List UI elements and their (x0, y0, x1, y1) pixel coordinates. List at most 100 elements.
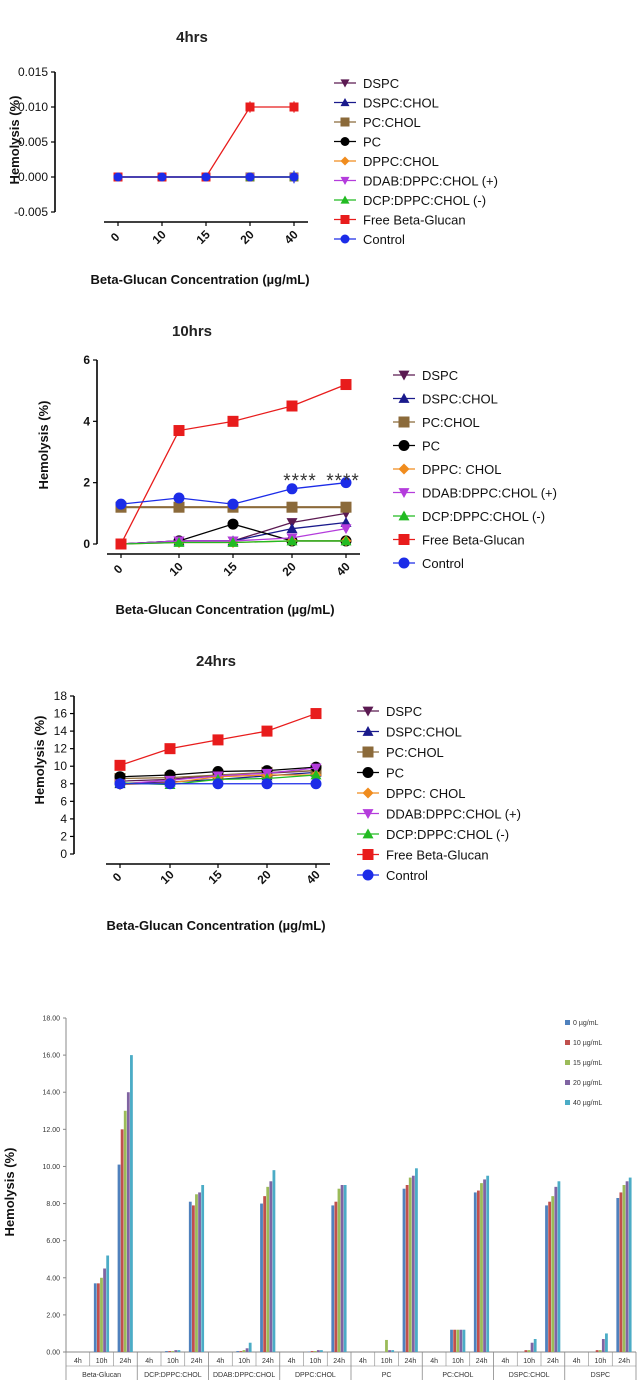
legend-item: DCP:DPPC:CHOL (-) (357, 827, 509, 842)
legend-label: DPPC:CHOL (363, 154, 439, 169)
bar (628, 1177, 632, 1352)
data-point (261, 725, 273, 737)
bar (245, 1348, 249, 1352)
bar (310, 1351, 314, 1352)
x-axis-label: Beta-Glucan Concentration (µg/mL) (90, 272, 309, 287)
data-point (286, 501, 298, 513)
y-tick-label: 2 (60, 829, 67, 843)
y-tick-label: 16.00 (42, 1053, 60, 1060)
y-tick-label: 0.005 (18, 135, 48, 149)
legend-label: DPPC: CHOL (386, 786, 465, 801)
bar (331, 1205, 335, 1352)
group-label: DSPC:CHOL (509, 1372, 550, 1379)
legend-item: DDAB:DPPC:CHOL (+) (393, 486, 557, 501)
bar (340, 1185, 344, 1352)
x-tick-label: 0 (110, 870, 125, 885)
chart-title: 10hrs (172, 323, 212, 340)
bar (601, 1339, 605, 1352)
legend-item: DSPC (334, 76, 399, 91)
y-tick-label: 0.000 (18, 170, 48, 184)
legend-item: DPPC: CHOL (393, 462, 501, 477)
group-label: DDAB:DPPC:CHOL (213, 1372, 275, 1379)
group-label: DSPC (591, 1372, 610, 1379)
bar (411, 1175, 415, 1352)
legend-item: PC:CHOL (393, 415, 480, 430)
bar (486, 1175, 490, 1352)
bar (100, 1277, 103, 1352)
time-label: 10h (452, 1358, 464, 1365)
bar (533, 1339, 537, 1352)
legend-marker (398, 463, 410, 475)
data-point (212, 778, 224, 790)
data-point (286, 483, 298, 495)
legend-label: DCP:DPPC:CHOL (-) (422, 509, 545, 524)
time-label: 24h (476, 1358, 488, 1365)
legend: 0 µg/mL 10 µg/mL 15 µg/mL 20 µg/mL 40 µg/mL (565, 1020, 602, 1107)
legend-label: Free Beta-Glucan (386, 848, 489, 863)
plot-area: 0.00 2.00 4.00 6.00 8.00 10.00 12.00 14.00 16.00… (42, 1016, 637, 1380)
legend-item: DSPC (393, 368, 458, 383)
bar (405, 1185, 409, 1352)
bar (415, 1168, 418, 1352)
y-tick-label: 2 (83, 476, 90, 490)
legend-label: PC (386, 766, 404, 781)
data-point (286, 523, 298, 534)
y-tick-label: 16 (54, 707, 68, 721)
legend-label: DDAB:DPPC:CHOL (+) (386, 807, 521, 822)
bar (595, 1350, 599, 1352)
bar (337, 1188, 341, 1352)
bar (527, 1350, 531, 1352)
y-tick-label: 12 (54, 742, 68, 756)
bar (476, 1190, 480, 1352)
time-label: 24h (262, 1358, 274, 1365)
bar (177, 1350, 181, 1352)
legend-item: PC (357, 766, 404, 781)
legend-marker (398, 416, 410, 428)
group-label: Beta-Glucan (82, 1372, 121, 1379)
x-tick-label: 15 (220, 559, 240, 579)
bar (545, 1205, 548, 1352)
plot-area: 0.015 0.010 0.005 0.000 -0.005 0 10 15 20 40 (14, 65, 308, 247)
legend-item: PC (393, 439, 440, 454)
legend-label: 40 µg/mL (573, 1100, 602, 1107)
series-8 (113, 170, 299, 184)
y-axis-label: Hemolysis (%) (32, 716, 47, 805)
y-tick-label: 6 (60, 794, 67, 808)
data-point (201, 172, 211, 182)
x-tick-label: 40 (303, 867, 323, 887)
data-point (115, 538, 127, 550)
legend-label: PC:CHOL (363, 115, 421, 130)
bar (391, 1350, 395, 1352)
bar (388, 1350, 391, 1352)
series-8 (115, 477, 352, 510)
legend-label: Free Beta-Glucan (363, 213, 466, 228)
data-point (173, 536, 185, 547)
legend: DSPC DSPC:CHOL PC:CHOL PC DPPC: CHOL DDAB:DPP… (393, 368, 557, 571)
bar (198, 1192, 201, 1352)
bar (195, 1194, 198, 1352)
chart-4hrs: 4hrs 0.015 0.010 0.005 0.000 -0.005 0 10 15 20 40… (7, 29, 498, 287)
legend-swatch (565, 1080, 570, 1085)
legend-label: Control (363, 232, 405, 247)
bar (120, 1129, 124, 1352)
bar (130, 1055, 133, 1352)
y-tick-label: 8.00 (46, 1201, 60, 1208)
legend-label: PC:CHOL (422, 415, 480, 430)
data-point (310, 763, 322, 774)
data-point (340, 477, 352, 489)
data-point (164, 778, 176, 790)
x-tick-label: 10 (166, 559, 186, 579)
time-label: 10h (96, 1358, 108, 1365)
legend-marker (340, 195, 350, 204)
time-label: 10h (595, 1358, 607, 1365)
legend-marker (362, 706, 374, 717)
legend-item: DPPC: CHOL (357, 786, 465, 801)
data-point (340, 535, 352, 546)
legend-label: DCP:DPPC:CHOL (-) (386, 827, 509, 842)
y-tick-label: 0.00 (46, 1350, 60, 1357)
legend-marker (362, 767, 374, 778)
y-tick-label: 12.00 (42, 1127, 60, 1134)
legend-label: 0 µg/mL (573, 1020, 599, 1027)
